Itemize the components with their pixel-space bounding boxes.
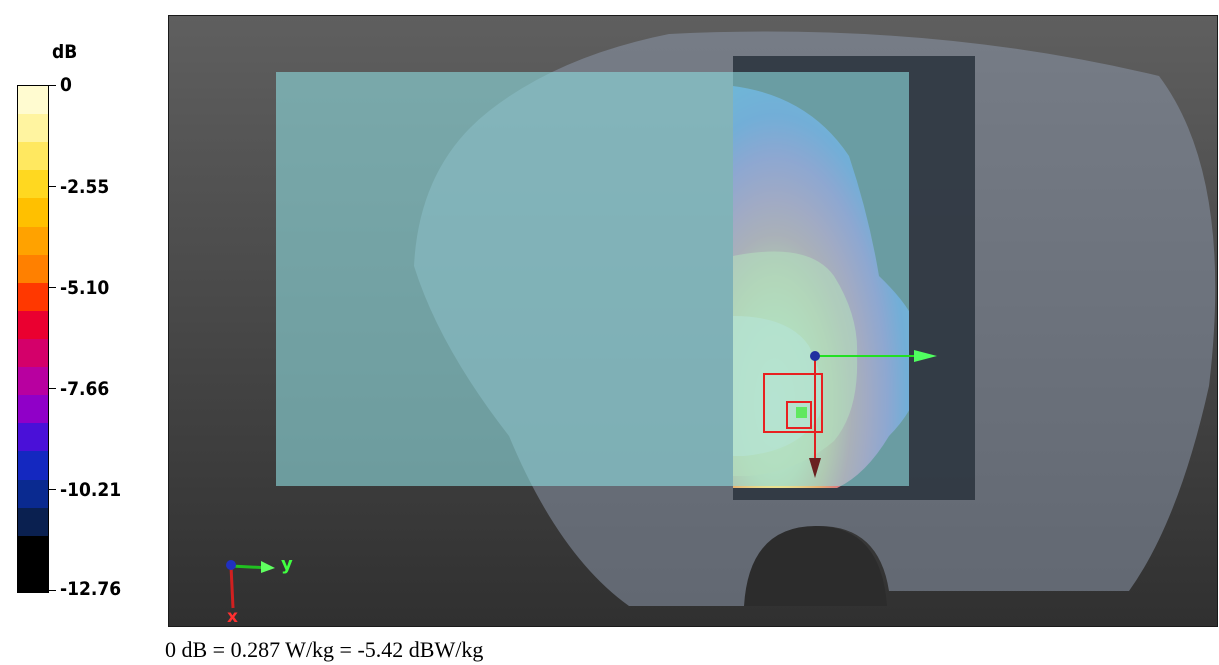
3d-viewport[interactable]: y x xyxy=(168,15,1218,627)
probe-origin-marker xyxy=(810,351,820,361)
colorbar-segment xyxy=(18,142,48,171)
colorbar-segment xyxy=(18,535,48,564)
colorbar-tick-label: 0 xyxy=(60,74,72,96)
colorbar-unit-label: dB xyxy=(52,41,78,63)
colorbar-segment xyxy=(18,254,48,283)
area-scan-box[interactable] xyxy=(763,373,823,433)
probe-x-arrow-icon xyxy=(809,458,821,478)
colorbar-segment xyxy=(18,479,48,508)
colorbar-tick xyxy=(48,287,56,288)
colorbar-segment xyxy=(18,507,48,536)
probe-y-arrow-icon xyxy=(914,350,937,362)
triad-y-label: y xyxy=(281,554,293,575)
colorbar-segment xyxy=(18,170,48,199)
colorbar-segment xyxy=(18,114,48,143)
colorbar-segment xyxy=(18,86,48,115)
zoom-scan-box[interactable] xyxy=(786,401,812,429)
max-sar-marker xyxy=(796,407,807,418)
colorbar-tick-label: -7.66 xyxy=(60,378,110,400)
colorbar-segment xyxy=(18,282,48,311)
colorbar-tick-label: -2.55 xyxy=(60,176,110,198)
phantom-notch xyxy=(744,526,887,606)
colorbar-segment xyxy=(18,338,48,368)
colorbar-tick-label: -12.76 xyxy=(60,578,122,600)
colorbar-segment xyxy=(18,423,48,452)
triad-x-axis xyxy=(229,565,235,609)
colorbar-segment xyxy=(18,310,48,339)
reference-value-caption: 0 dB = 0.287 W/kg = -5.42 dBW/kg xyxy=(165,637,484,662)
colorbar-segment xyxy=(18,395,48,424)
colorbar-segment xyxy=(18,226,48,255)
triad-y-arrow-icon xyxy=(261,561,275,573)
colorbar xyxy=(17,85,49,593)
colorbar-tick-label: -10.21 xyxy=(60,479,122,501)
colorbar-tick xyxy=(48,186,56,187)
colorbar-tick xyxy=(48,590,56,591)
colorbar-segment xyxy=(18,198,48,227)
colorbar-segment xyxy=(18,563,48,592)
colorbar-segment xyxy=(18,451,48,480)
colorbar-tick-label: -5.10 xyxy=(60,277,110,299)
triad-origin-marker xyxy=(226,560,236,570)
colorbar-tick xyxy=(48,388,56,389)
colorbar-tick xyxy=(48,489,56,490)
triad-x-label: x xyxy=(227,607,238,627)
colorbar-tick xyxy=(48,85,56,86)
colorbar-segment xyxy=(18,367,48,396)
